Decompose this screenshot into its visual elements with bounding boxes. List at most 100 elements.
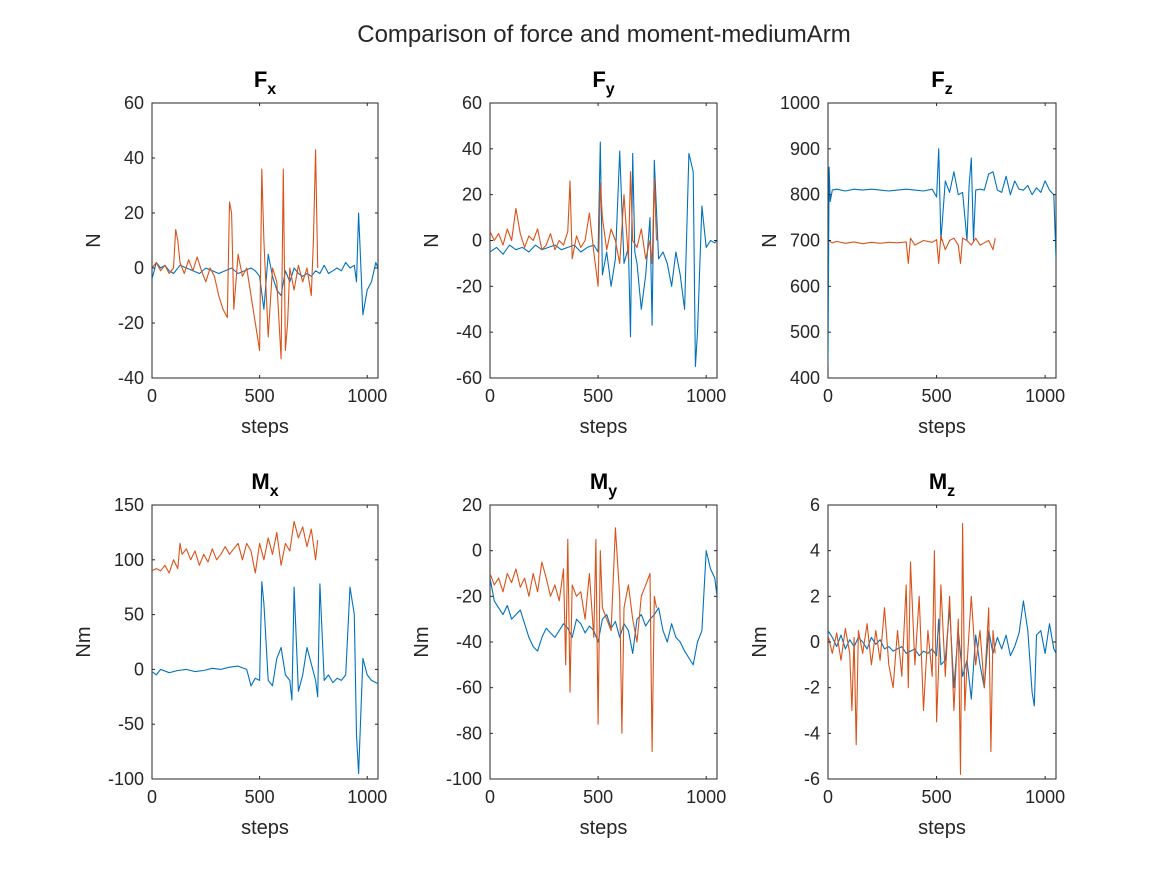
x-axis-label: steps [918, 817, 966, 839]
series-line-2 [152, 149, 319, 360]
series-line-2 [490, 527, 658, 753]
y-tick-label: -20 [118, 313, 144, 333]
x-tick-label: 1000 [1025, 787, 1065, 807]
y-tick-label: 0 [134, 258, 144, 278]
y-tick-label: -20 [456, 586, 482, 606]
y-tick-label: 600 [790, 276, 820, 296]
y-tick-label: 800 [790, 185, 820, 205]
y-axis-label: Nm [411, 626, 433, 657]
x-axis-label: steps [241, 817, 289, 839]
x-tick-label: 500 [245, 386, 275, 406]
y-axis-label: N [421, 233, 443, 247]
y-tick-label: 20 [462, 185, 482, 205]
x-tick-label: 1000 [1025, 386, 1065, 406]
y-tick-label: 700 [790, 231, 820, 251]
y-tick-label: 20 [124, 203, 144, 223]
y-tick-label: 0 [134, 659, 144, 679]
series-line-1 [152, 581, 378, 775]
figure-title: Comparison of force and moment-mediumArm [357, 21, 851, 48]
series-line-1 [828, 148, 1056, 365]
y-tick-label: -50 [118, 714, 144, 734]
subplot-title: Mx [251, 469, 278, 500]
plot-area [489, 102, 718, 379]
x-tick-label: 1000 [686, 787, 726, 807]
y-tick-label: -20 [456, 276, 482, 296]
x-axis-label: steps [580, 817, 628, 839]
plot-area [151, 504, 379, 780]
y-tick-label: -40 [456, 322, 482, 342]
x-tick-label: 0 [485, 386, 495, 406]
x-axis-label: steps [241, 416, 289, 438]
y-axis-label: N [759, 233, 781, 247]
subplot-mx: 0 500 1000 -100 -50 0 50 100 150 steps Nm Mx [73, 469, 387, 839]
y-tick-label: 20 [462, 495, 482, 515]
y-tick-label: 150 [114, 495, 144, 515]
x-tick-label: 0 [147, 386, 157, 406]
y-tick-label: 0 [472, 541, 482, 561]
series-line-2 [828, 522, 996, 775]
x-tick-label: 500 [922, 787, 952, 807]
y-axis-label: N [83, 233, 105, 247]
x-tick-label: 1000 [347, 386, 387, 406]
y-tick-label: -40 [456, 632, 482, 652]
y-axis-label: Nm [749, 626, 771, 657]
plot-area [489, 504, 718, 780]
y-tick-label: 1000 [780, 93, 820, 113]
series-line-1 [490, 550, 717, 666]
y-tick-label: 60 [462, 93, 482, 113]
x-tick-label: 500 [922, 386, 952, 406]
subplot-title: Fx [254, 67, 276, 98]
y-tick-label: -80 [456, 723, 482, 743]
x-tick-label: 0 [147, 787, 157, 807]
subplot-fz: 0 500 1000 400 500 600 700 800 900 1000 steps N Fz [759, 67, 1065, 438]
subplot-my: 0 500 1000 -100 -80 -60 -40 -20 0 20 steps Nm My [411, 469, 726, 839]
y-tick-label: 60 [124, 93, 144, 113]
subplot-title: My [590, 469, 617, 500]
y-tick-label: -40 [118, 368, 144, 388]
y-tick-label: 50 [124, 605, 144, 625]
y-tick-label: 0 [472, 231, 482, 251]
x-tick-label: 0 [823, 787, 833, 807]
y-tick-label: 400 [790, 368, 820, 388]
subplot-fx: 0 500 1000 -40 -20 0 20 40 60 steps N Fx [83, 67, 387, 438]
y-tick-label: -6 [804, 769, 820, 789]
x-tick-label: 500 [583, 787, 613, 807]
y-tick-label: 100 [114, 550, 144, 570]
series-line-2 [828, 235, 996, 264]
y-tick-label: 40 [462, 139, 482, 159]
subplot-fy: 0 500 1000 -60 -40 -20 0 20 40 60 steps N Fy [421, 67, 726, 438]
y-tick-label: 900 [790, 139, 820, 159]
y-tick-label: 0 [810, 632, 820, 652]
y-tick-label: 4 [810, 541, 820, 561]
subplot-title: Fz [931, 67, 952, 98]
x-tick-label: 1000 [347, 787, 387, 807]
x-tick-label: 500 [583, 386, 613, 406]
x-axis-label: steps [580, 416, 628, 438]
series-line-2 [152, 520, 319, 574]
y-tick-label: -100 [446, 769, 482, 789]
y-tick-label: 2 [810, 586, 820, 606]
x-tick-label: 0 [823, 386, 833, 406]
subplot-title: Mz [929, 469, 955, 500]
plot-area [151, 102, 379, 379]
y-tick-label: 500 [790, 322, 820, 342]
x-tick-label: 1000 [686, 386, 726, 406]
series-line-2 [490, 171, 658, 287]
y-tick-label: -2 [804, 678, 820, 698]
y-tick-label: -60 [456, 678, 482, 698]
y-tick-label: -60 [456, 368, 482, 388]
series-line-1 [828, 600, 1056, 707]
y-axis-label: Nm [73, 626, 95, 657]
x-axis-label: steps [918, 416, 966, 438]
x-tick-label: 500 [245, 787, 275, 807]
subplot-title: Fy [592, 67, 614, 98]
y-tick-label: -4 [804, 723, 820, 743]
y-tick-label: -100 [108, 769, 144, 789]
plot-area [827, 504, 1057, 780]
x-tick-label: 0 [485, 787, 495, 807]
y-tick-label: 6 [810, 495, 820, 515]
subplot-mz: 0 500 1000 -6 -4 -2 0 2 4 6 steps Nm Mz [749, 469, 1065, 839]
y-tick-label: 40 [124, 148, 144, 168]
